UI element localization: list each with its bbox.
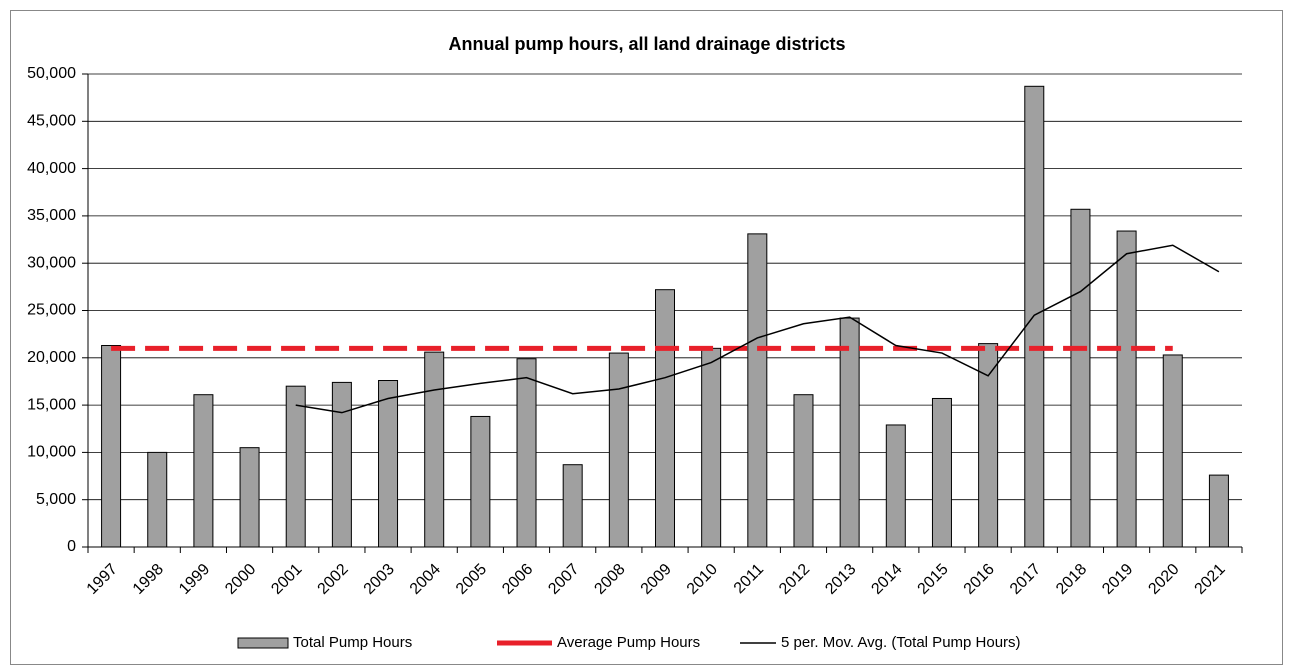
bar [1116,230,1137,548]
bar [701,347,722,548]
legend-label: Average Pump Hours [557,634,700,651]
bar [562,464,583,548]
y-tick-label: 25,000 [27,302,76,319]
y-tick-label: 0 [67,538,76,555]
bar [101,345,122,548]
bar [839,317,860,548]
bar [331,381,352,548]
bar [1162,354,1183,548]
bar [1024,85,1045,548]
bar [747,233,768,548]
legend-label: 5 per. Mov. Avg. (Total Pump Hours) [781,634,1021,651]
line-series [295,244,1220,414]
y-tick-label: 20,000 [27,349,76,366]
bar [193,394,214,548]
y-tick-label: 35,000 [27,207,76,224]
bar [885,424,906,548]
bar [655,289,675,548]
y-tick-label: 5,000 [36,491,76,508]
y-tick-label: 10,000 [27,444,76,461]
bar [931,397,952,548]
bar [285,385,306,548]
bar [147,451,168,548]
bar [608,352,629,548]
bar [978,343,999,548]
bar [239,447,260,548]
bar [470,415,491,548]
bar [1208,474,1229,548]
y-tick-label: 50,000 [27,65,76,82]
bar [1070,208,1091,548]
legend-swatch [237,637,289,649]
bar [516,358,537,548]
bar [378,380,399,548]
y-tick-label: 15,000 [27,396,76,413]
y-tick-label: 45,000 [27,113,76,130]
bar [793,394,814,548]
bar [424,351,445,548]
chart-title: Annual pump hours, all land drainage dis… [448,34,845,54]
y-tick-label: 30,000 [27,254,76,271]
y-tick-label: 40,000 [27,160,76,177]
legend-label: Total Pump Hours [293,634,412,651]
